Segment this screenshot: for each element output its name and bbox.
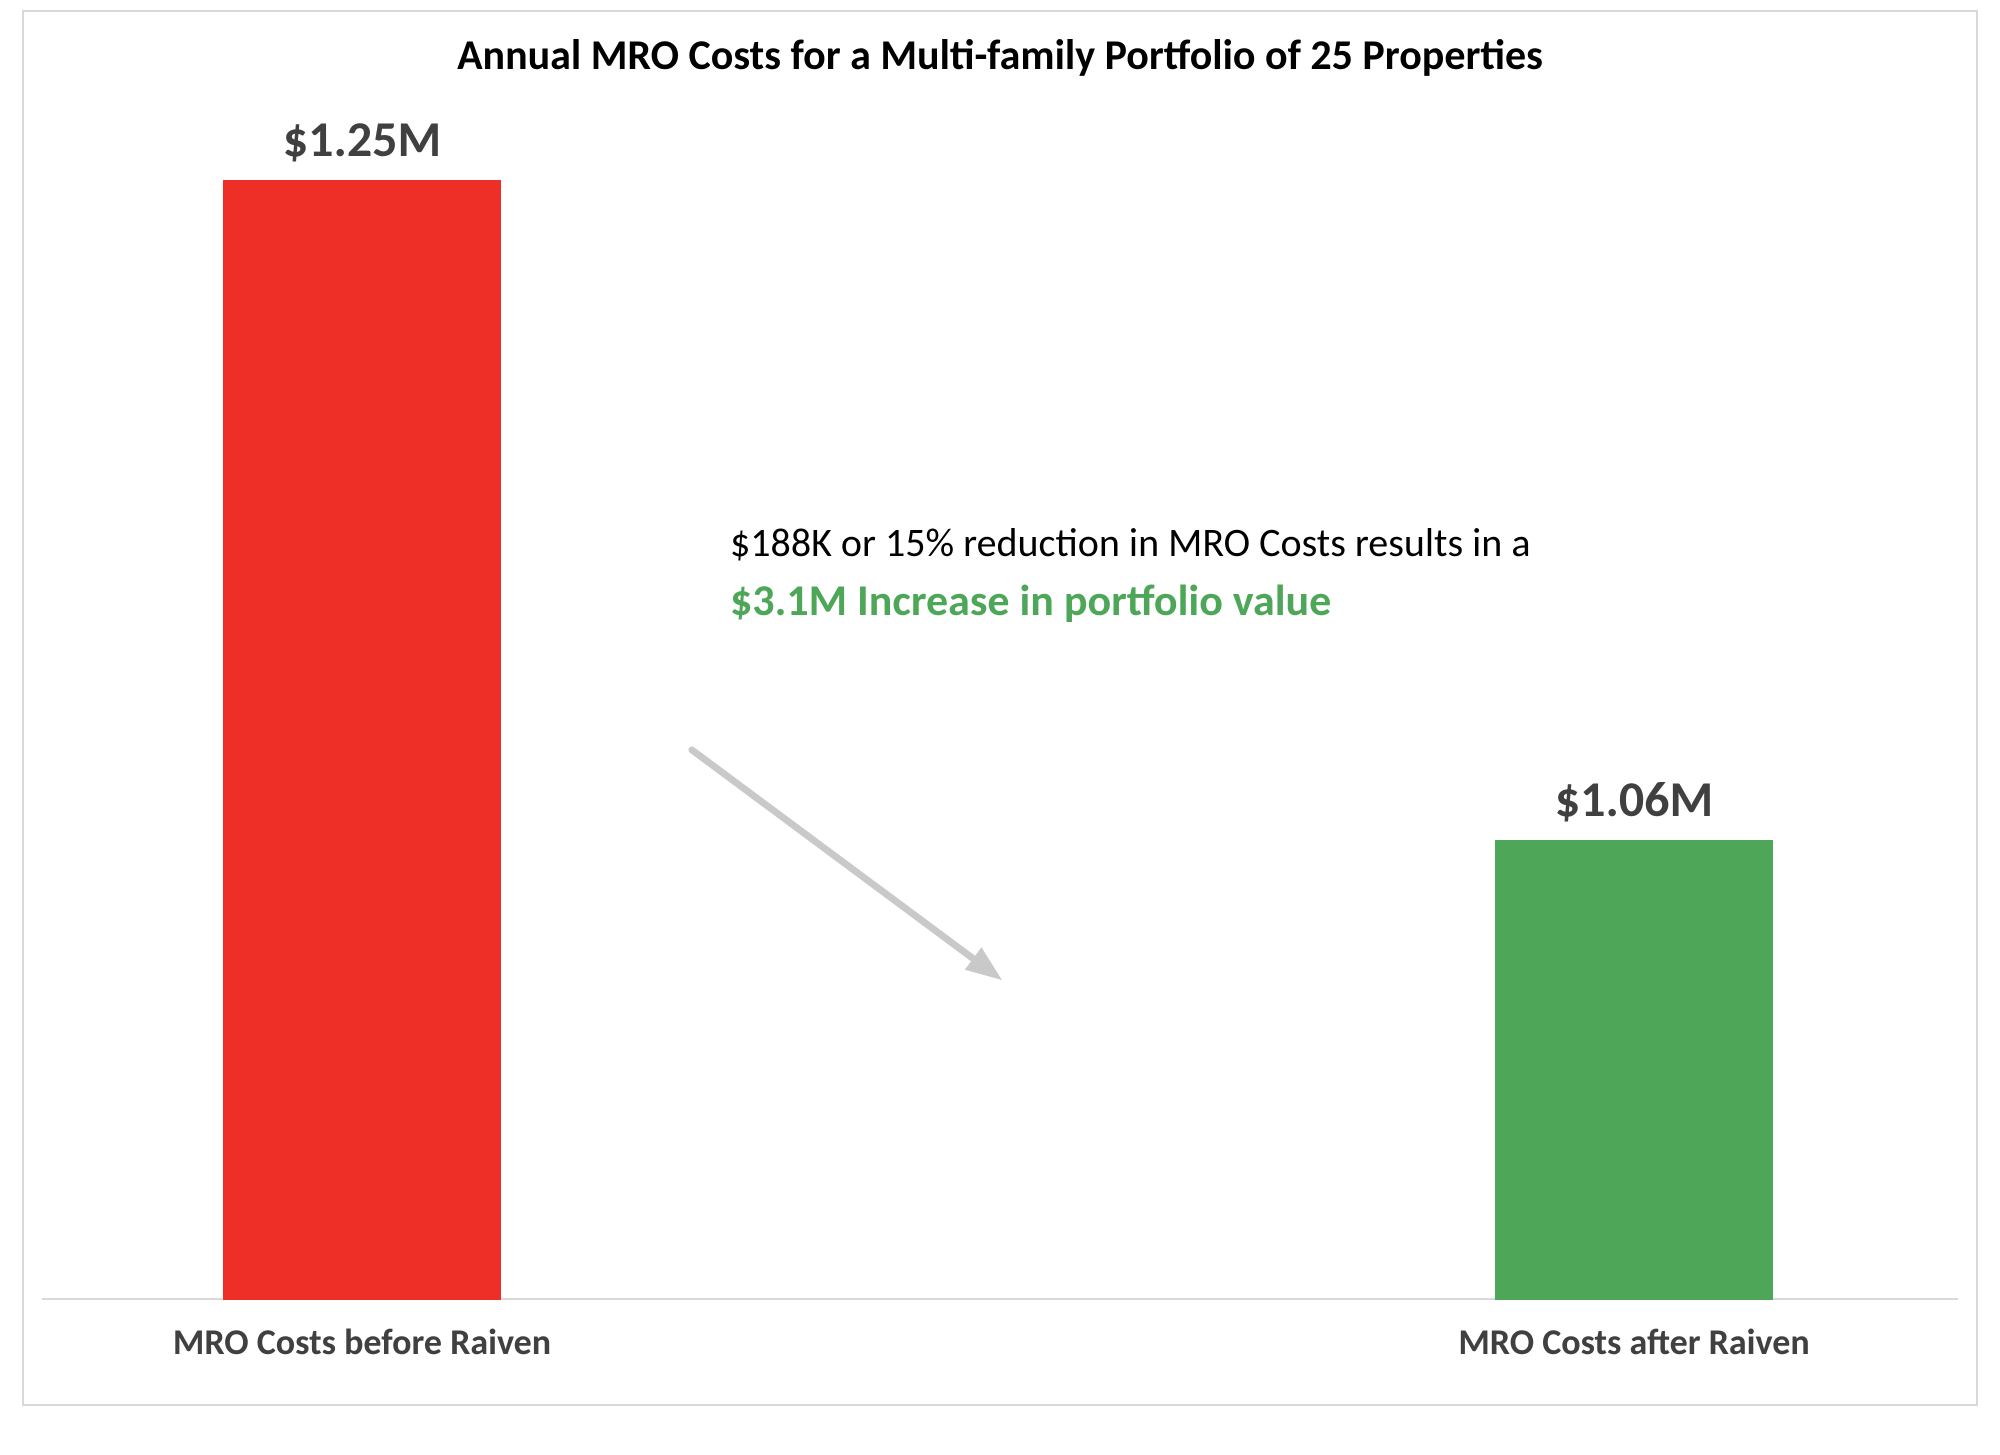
category-label-after: MRO Costs after Raiven — [1234, 1320, 2000, 1364]
category-label-before: MRO Costs before Raiven — [0, 1320, 762, 1364]
annotation-line1: $188K or 15% reduction in MRO Costs resu… — [730, 518, 1531, 567]
plot-area: $188K or 15% reduction in MRO Costs resu… — [42, 110, 1958, 1300]
bar-before-value-label: $1.25M — [112, 109, 612, 170]
bar-after-raiven — [1495, 840, 1773, 1300]
chart-title: Annual MRO Costs for a Multi-family Port… — [22, 30, 1978, 81]
bar-before-raiven — [223, 180, 501, 1300]
annotation-line2: $3.1M Increase in portfolio value — [730, 573, 1531, 627]
bar-after-value-label: $1.06M — [1384, 769, 1884, 830]
reduction-annotation: $188K or 15% reduction in MRO Costs resu… — [730, 518, 1531, 627]
